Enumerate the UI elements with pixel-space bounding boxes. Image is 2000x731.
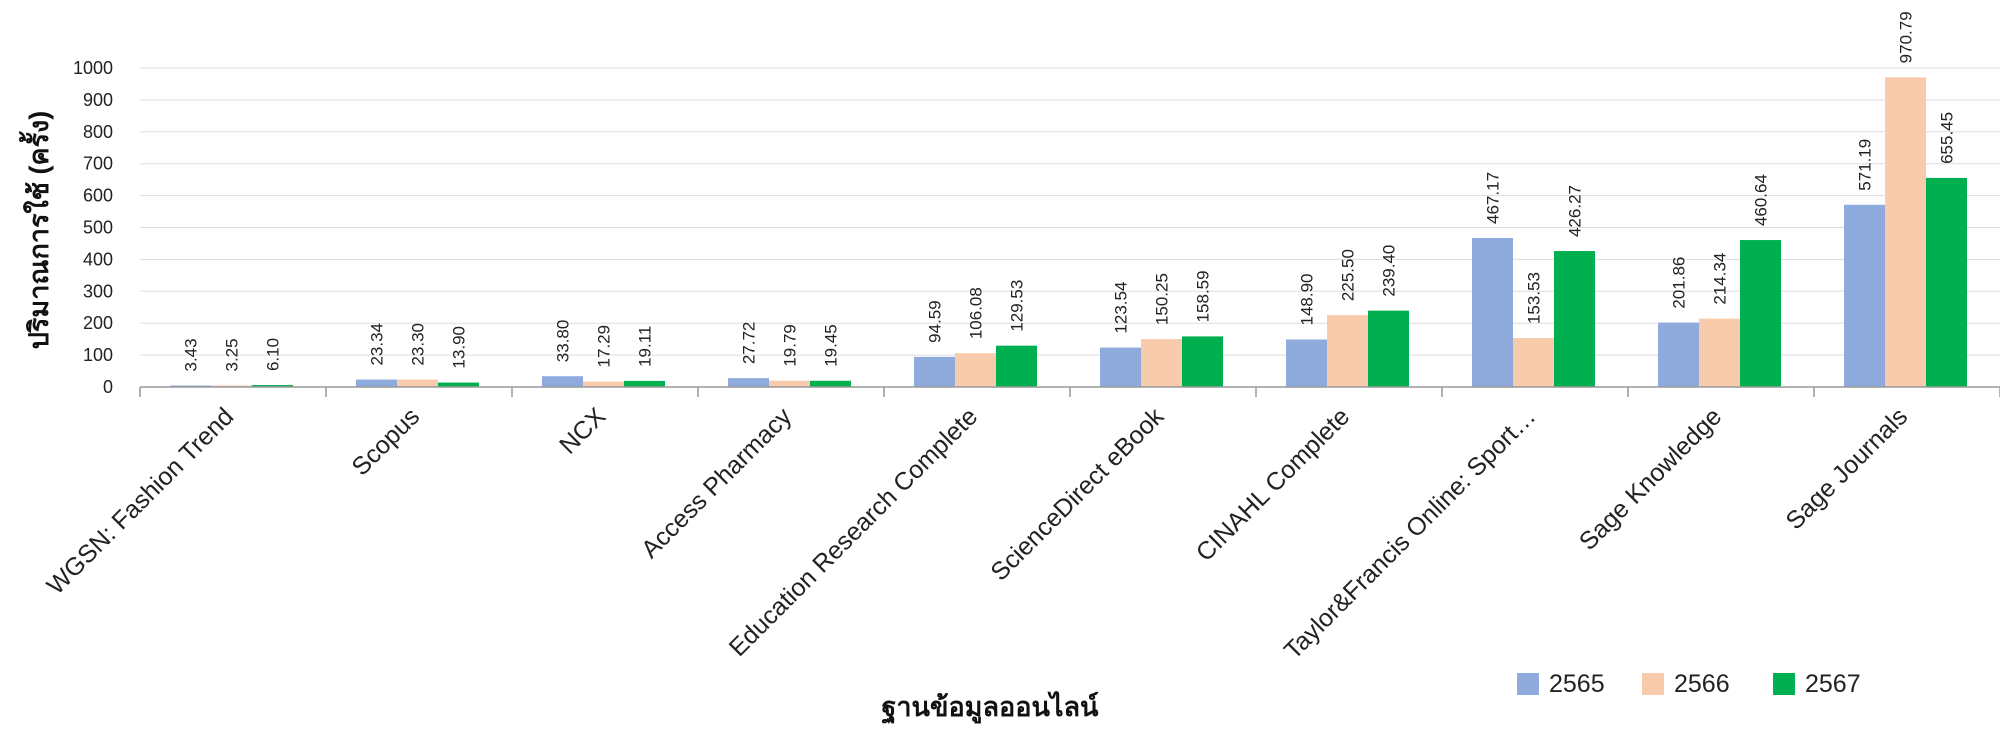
x-tick-label: CINAHL Complete: [1191, 402, 1356, 567]
bar-2567-6: [1368, 310, 1409, 387]
bar-2567-4: [996, 345, 1037, 387]
bar-2565-9: [1844, 204, 1885, 387]
data-label: 3.43: [182, 338, 201, 371]
x-axis: [139, 386, 2000, 397]
x-tick-label: Access Pharmacy: [636, 402, 798, 564]
data-label: 6.10: [264, 338, 283, 371]
data-label: 27.72: [740, 322, 759, 365]
bar-2566-2: [583, 381, 624, 387]
bar-2566-5: [1141, 339, 1182, 387]
bar-2566-7: [1513, 338, 1554, 387]
bar-2566-8: [1699, 318, 1740, 387]
legend: 2565 2566 2567: [1517, 670, 1861, 698]
y-tick-label: 600: [83, 186, 113, 206]
data-label: 19.45: [822, 324, 841, 367]
y-tick-label: 200: [83, 313, 113, 333]
bar-2566-1: [397, 379, 438, 387]
bar-2567-0: [252, 385, 293, 387]
y-axis-ticks: 0 100 200 300 400 500 600 700 800 900 1000: [73, 58, 113, 397]
data-label: 970.79: [1897, 11, 1916, 63]
data-label: 426.27: [1566, 185, 1585, 237]
data-label: 655.45: [1938, 112, 1957, 164]
x-tick-label: NCX: [554, 402, 611, 459]
y-axis-title: ปริมาณการใช้ (ครั้ง): [18, 111, 54, 349]
bar-2567-8: [1740, 240, 1781, 387]
legend-swatch-2567: [1773, 673, 1795, 695]
data-label: 23.30: [409, 323, 428, 366]
data-label: 467.17: [1484, 172, 1503, 224]
y-tick-label: 300: [83, 281, 113, 301]
data-label: 571.19: [1856, 139, 1875, 191]
legend-swatch-2565: [1517, 673, 1539, 695]
bar-2566-6: [1327, 315, 1368, 387]
bar-2565-6: [1286, 339, 1327, 387]
data-label: 129.53: [1008, 280, 1027, 332]
x-tick-label: Sage Journals: [1780, 402, 1913, 535]
y-tick-label: 500: [83, 218, 113, 238]
bar-2565-7: [1472, 237, 1513, 387]
y-tick-label: 700: [83, 154, 113, 174]
x-axis-title: ฐานข้อมูลออนไลน์: [881, 691, 1099, 725]
data-label: 123.54: [1112, 282, 1131, 334]
data-label: 17.29: [595, 325, 614, 368]
x-tick-label: WGSN: Fashion Trend: [42, 402, 240, 600]
x-tick-label: Sage Knowledge: [1574, 402, 1727, 555]
bar-2567-7: [1554, 251, 1595, 387]
x-tick-label: Scopus: [346, 402, 425, 481]
data-label: 201.86: [1670, 257, 1689, 309]
bar-2567-3: [810, 380, 851, 387]
data-label: 3.25: [223, 338, 242, 371]
y-tick-label: 100: [83, 345, 113, 365]
data-label: 13.90: [450, 326, 469, 369]
bar-2567-9: [1926, 177, 1967, 387]
bar-2565-5: [1100, 347, 1141, 387]
data-labels: 3.43 23.34 33.80 27.72 94.59 123.54 148.90 467.…: [182, 11, 1957, 371]
data-label: 158.59: [1194, 270, 1213, 322]
data-label: 214.34: [1711, 253, 1730, 305]
data-label: 33.80: [554, 320, 573, 363]
bar-2565-3: [728, 378, 769, 387]
y-tick-label: 1000: [73, 58, 113, 78]
legend-swatch-2566: [1642, 673, 1664, 695]
data-label: 148.90: [1298, 274, 1317, 326]
y-tick-label: 400: [83, 249, 113, 269]
bar-2565-4: [914, 356, 955, 387]
data-label: 94.59: [926, 300, 945, 343]
bar-2566-9: [1885, 77, 1926, 387]
gridlines: [140, 67, 2000, 356]
bar-2566-4: [955, 353, 996, 387]
data-label: 106.08: [967, 287, 986, 339]
bar-2565-8: [1658, 322, 1699, 387]
data-label: 19.11: [636, 326, 655, 367]
y-tick-label: 800: [83, 122, 113, 142]
data-label: 225.50: [1339, 249, 1358, 301]
bar-2566-3: [769, 380, 810, 387]
bar-2567-1: [438, 382, 479, 387]
legend-label-2566: 2566: [1674, 670, 1730, 698]
data-label: 23.34: [368, 323, 387, 366]
legend-label-2567: 2567: [1805, 670, 1861, 698]
x-tick-label: ScienceDirect eBook: [985, 402, 1169, 586]
bar-2567-5: [1182, 336, 1223, 387]
data-label: 19.79: [781, 324, 800, 367]
bar-2565-1: [356, 379, 397, 387]
bar-2565-2: [542, 376, 583, 387]
data-label: 150.25: [1153, 273, 1172, 325]
data-label: 239.40: [1380, 245, 1399, 297]
data-label: 460.64: [1752, 174, 1771, 226]
bar-2567-2: [624, 380, 665, 387]
bars: [170, 77, 1967, 387]
x-axis-tick-labels: WGSN: Fashion Trend Scopus NCX Access Pharm…: [42, 402, 1914, 665]
y-tick-label: 0: [103, 377, 113, 397]
data-label: 153.53: [1525, 272, 1544, 324]
legend-label-2565: 2565: [1549, 670, 1605, 698]
y-tick-label: 900: [83, 90, 113, 110]
